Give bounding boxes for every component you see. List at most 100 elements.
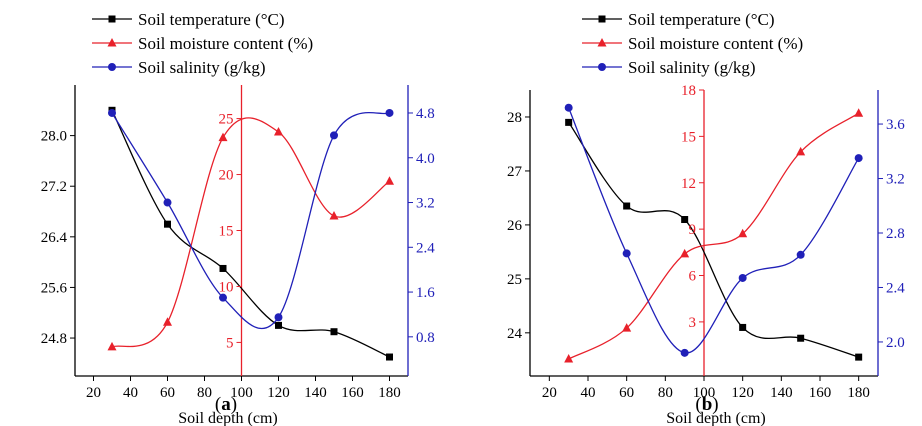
data-point-square: [565, 118, 573, 126]
data-point-triangle: [796, 146, 806, 156]
data-point-circle: [219, 293, 227, 302]
left-y-tick-label: 26.4: [41, 230, 68, 246]
x-tick-label: 120: [267, 385, 290, 401]
data-point-circle: [385, 108, 394, 117]
data-point-circle: [680, 348, 689, 357]
left-y-tick-label: 24: [507, 326, 523, 342]
data-point-triangle: [564, 353, 574, 363]
left-y-tick-label: 28: [507, 110, 522, 126]
right-y-tick-label: 2.4: [416, 240, 435, 256]
legend-label: Soil moisture content (%): [628, 34, 803, 53]
left-y-tick-label: 26: [507, 218, 523, 234]
chart-panel-a: 20 40 60 80 100 120 140 160 180 Soil depth (cm) 24…: [41, 10, 436, 426]
left-y-tick-label: 25.6: [41, 280, 68, 296]
data-point-circle: [330, 131, 338, 140]
data-point-square: [219, 264, 227, 272]
x-tick-label: 80: [197, 385, 212, 401]
x-axis-title: Soil depth (cm): [666, 410, 766, 426]
x-tick-label: 100: [693, 385, 716, 401]
right-y-tick-label: 3.2: [416, 196, 435, 212]
x-tick-label: 20: [542, 385, 557, 401]
middle-y-tick-label: 20: [219, 168, 234, 184]
data-point-triangle: [274, 127, 283, 136]
legend-marker-triangle: [597, 38, 607, 47]
middle-y-tick-label: 25: [219, 112, 234, 128]
middle-y-tick-label: 10: [219, 279, 234, 295]
middle-y-tick-label: 12: [681, 176, 696, 192]
right-y-tick-label: 2.0: [886, 335, 905, 351]
middle-y-tick-label: 6: [689, 269, 697, 285]
left-y-tick-label: 24.8: [41, 331, 67, 347]
chart-panel-b: 20 40 60 80 100 120 140 160 180 Soil depth (cm) 24…: [507, 10, 905, 426]
legend-marker-circle: [598, 63, 606, 71]
data-point-square: [330, 328, 338, 336]
x-tick-label: 20: [86, 385, 101, 401]
middle-y-tick-label: 15: [219, 224, 234, 240]
series-line-right: [111, 111, 390, 330]
data-point-square: [739, 323, 747, 331]
panel-caption: (a): [215, 394, 237, 415]
data-point-square: [275, 321, 282, 329]
legend-label: Soil temperature (°C): [628, 10, 775, 29]
data-point-square: [681, 216, 689, 224]
middle-y-tick-label: 15: [681, 129, 696, 145]
legend-label: Soil salinity (g/kg): [138, 58, 266, 77]
middle-y-tick-label: 9: [689, 222, 697, 238]
legend-label: Soil salinity (g/kg): [628, 58, 756, 77]
right-y-tick-label: 4.0: [416, 151, 435, 167]
data-point-square: [164, 220, 171, 228]
series-line-middle: [111, 117, 390, 348]
right-y-tick-label: 0.8: [416, 330, 435, 346]
data-point-triangle: [107, 341, 117, 351]
data-point-triangle: [680, 248, 690, 258]
legend-marker-square: [108, 15, 116, 23]
data-point-square: [623, 202, 631, 210]
x-tick-label: 40: [581, 385, 596, 401]
x-tick-label: 60: [619, 385, 634, 401]
data-point-circle: [854, 154, 863, 163]
data-point-circle: [738, 273, 747, 282]
legend-marker-square: [598, 15, 606, 23]
data-point-circle: [622, 249, 631, 258]
x-tick-label: 140: [770, 385, 793, 401]
x-axis-title: Soil depth (cm): [178, 410, 278, 426]
data-point-triangle: [854, 108, 864, 117]
legend-label: Soil moisture content (%): [138, 34, 313, 53]
right-y-tick-label: 2.4: [886, 280, 905, 296]
x-tick-label: 180: [847, 385, 870, 401]
data-point-square: [797, 334, 805, 342]
x-tick-label: 60: [160, 385, 175, 401]
left-y-tick-label: 28.0: [41, 129, 67, 145]
data-point-circle: [163, 198, 172, 207]
right-y-tick-label: 3.2: [886, 172, 905, 188]
x-tick-label: 40: [123, 385, 138, 401]
x-tick-label: 160: [341, 385, 364, 401]
data-point-square: [855, 353, 863, 361]
data-point-circle: [108, 108, 116, 117]
data-point-square: [386, 353, 393, 361]
left-y-tick-label: 27.2: [41, 179, 67, 195]
legend-marker-triangle: [107, 38, 117, 47]
right-y-tick-label: 2.8: [886, 226, 905, 242]
x-tick-label: 180: [378, 385, 401, 401]
middle-y-tick-label: 18: [681, 83, 696, 99]
middle-y-tick-label: 5: [226, 335, 234, 351]
x-tick-label: 140: [304, 385, 327, 401]
legend-marker-circle: [108, 63, 116, 71]
right-y-tick-label: 4.8: [416, 106, 435, 122]
data-point-triangle: [218, 132, 228, 142]
data-point-triangle: [163, 317, 172, 326]
x-tick-label: 80: [658, 385, 673, 401]
data-point-triangle: [385, 176, 394, 185]
x-tick-label: 160: [809, 385, 832, 401]
data-point-circle: [274, 313, 283, 322]
series-line-left: [111, 110, 390, 358]
left-y-tick-label: 27: [507, 164, 523, 180]
right-y-tick-label: 3.6: [886, 117, 905, 133]
left-y-tick-label: 25: [507, 272, 522, 288]
data-point-circle: [564, 103, 573, 112]
data-point-triangle: [329, 210, 339, 220]
middle-y-tick-label: 3: [689, 315, 697, 331]
right-y-tick-label: 1.6: [416, 285, 435, 301]
